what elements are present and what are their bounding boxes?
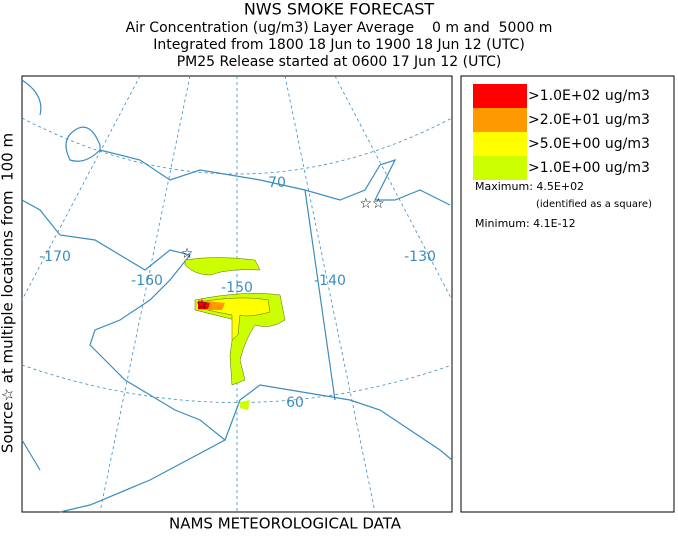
minimum: Minimum: 4.1E-12 — [475, 217, 576, 230]
longitude-label: -160 — [131, 273, 163, 289]
coastline — [65, 126, 101, 162]
longitude-label: -170 — [39, 249, 71, 265]
maximum-note: (identified as a square) — [536, 199, 652, 210]
subtitle: PM25 Release started at 0600 17 Jun 12 (… — [177, 54, 502, 70]
graticule — [99, 75, 191, 513]
plume — [240, 400, 250, 410]
source-star: ☆ — [196, 297, 209, 313]
legend-swatch — [473, 156, 527, 180]
plume — [198, 301, 210, 309]
plume — [194, 293, 286, 386]
longitude-label: -150 — [221, 280, 253, 296]
source-label: Source☆ at multiple locations from 100 m — [0, 133, 17, 453]
legend-swatch — [473, 132, 527, 156]
source-star: ☆ — [181, 246, 194, 262]
map: ☆ ☆ ☆☆ -170 -160 -150 -140 -130 70 60 — [21, 75, 453, 513]
longitude-label: -130 — [404, 249, 436, 265]
legend-label: >2.0E+01 ug/m3 — [528, 112, 650, 128]
latitude-label: 60 — [286, 395, 304, 411]
legend-label: >5.0E+00 ug/m3 — [528, 136, 650, 152]
plume — [184, 257, 261, 276]
legend-label: >1.0E+02 ug/m3 — [528, 88, 650, 104]
coastline — [21, 79, 453, 513]
legend-label: >1.0E+00 ug/m3 — [528, 160, 650, 176]
legend-swatch — [473, 84, 527, 108]
latitude-label: 70 — [268, 175, 286, 191]
graticule — [284, 75, 376, 513]
longitude-label: -140 — [314, 273, 346, 289]
subtitle: Integrated from 1800 18 Jun to 1900 18 J… — [153, 37, 525, 53]
legend: Maximum: 4.5E+02 (identified as a square… — [460, 75, 675, 513]
graticule — [21, 75, 141, 301]
subtitle: Air Concentration (ug/m3) Layer Average … — [126, 20, 553, 36]
graticule — [21, 364, 453, 403]
legend-swatch — [473, 108, 527, 132]
source-star: ☆☆ — [359, 196, 384, 212]
footer: NAMS METEOROLOGICAL DATA — [169, 515, 402, 533]
title: NWS SMOKE FORECAST — [244, 0, 435, 19]
graticule — [334, 75, 453, 301]
maximum: Maximum: 4.5E+02 — [475, 180, 584, 193]
